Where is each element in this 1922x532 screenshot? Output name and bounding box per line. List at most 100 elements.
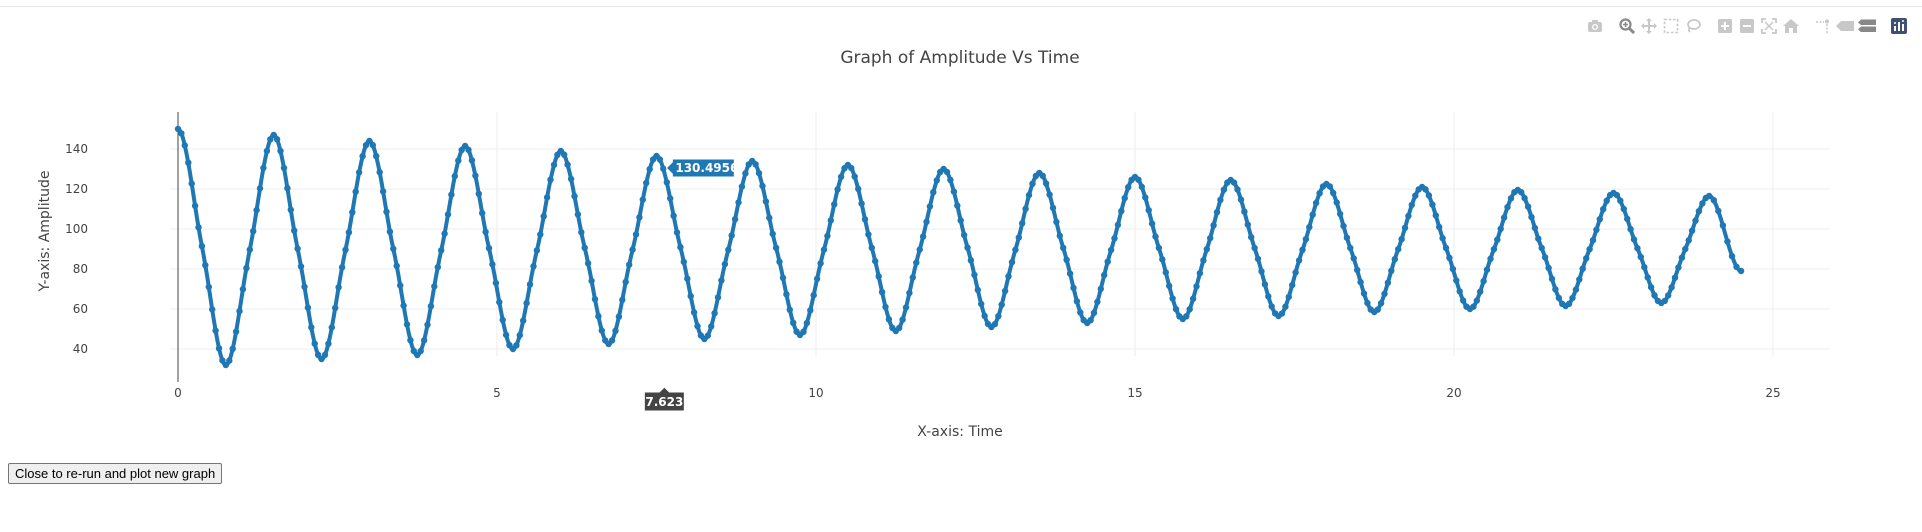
- data-point: [301, 283, 308, 290]
- data-point: [656, 156, 664, 163]
- plotly-logo-icon[interactable]: [1888, 15, 1910, 37]
- data-point: [1710, 197, 1718, 204]
- data-point: [181, 142, 188, 149]
- data-point: [1213, 209, 1221, 216]
- data-point: [1237, 196, 1245, 203]
- data-point: [1724, 238, 1731, 245]
- data-point: [581, 244, 588, 251]
- data-point: [588, 277, 595, 285]
- data-point: [1333, 199, 1340, 206]
- spike-lines-icon[interactable]: [1812, 15, 1834, 37]
- data-point: [995, 313, 1002, 320]
- data-point: [1203, 246, 1211, 253]
- data-point: [690, 309, 698, 316]
- x-tick-labels: 0 5 10 15 20 25: [174, 386, 1780, 400]
- data-point: [1254, 255, 1262, 263]
- lasso-icon[interactable]: [1682, 15, 1704, 37]
- data-point: [899, 316, 906, 323]
- data-point: [1046, 191, 1053, 198]
- data-point: [550, 161, 558, 169]
- data-point: [468, 157, 476, 164]
- data-point: [851, 173, 858, 180]
- data-point: [1145, 206, 1152, 214]
- box-select-icon[interactable]: [1660, 15, 1682, 37]
- data-point: [226, 357, 233, 364]
- hover-compare-icon[interactable]: [1856, 15, 1878, 37]
- autoscale-icon[interactable]: [1758, 15, 1780, 37]
- data-point: [1651, 292, 1658, 299]
- data-point: [591, 296, 599, 303]
- data-point: [1432, 212, 1440, 219]
- data-point: [1220, 186, 1228, 193]
- data-point: [708, 323, 715, 330]
- data-point: [1244, 221, 1252, 228]
- data-point: [1395, 246, 1402, 253]
- data-point: [571, 193, 578, 200]
- zoom-icon[interactable]: [1616, 15, 1638, 37]
- data-point: [1251, 244, 1258, 252]
- data-point: [280, 164, 288, 172]
- data-point: [831, 201, 838, 208]
- pan-icon[interactable]: [1638, 15, 1660, 37]
- data-point: [1148, 220, 1156, 227]
- data-point: [954, 202, 961, 209]
- data-point: [817, 260, 824, 267]
- data-point: [444, 211, 452, 218]
- data-point: [837, 173, 845, 180]
- data-point: [561, 151, 568, 158]
- home-icon[interactable]: [1780, 15, 1802, 37]
- hover-closest-icon[interactable]: [1834, 15, 1856, 37]
- data-point: [222, 361, 229, 369]
- data-point: [1282, 303, 1289, 310]
- data-point: [1326, 183, 1334, 190]
- data-point: [660, 165, 667, 172]
- close-rerun-button[interactable]: Close to re-run and plot new graph: [8, 463, 223, 484]
- data-point: [1494, 236, 1501, 243]
- data-point: [1706, 192, 1713, 200]
- data-point: [1569, 294, 1576, 302]
- data-point: [232, 328, 240, 335]
- data-point: [1627, 226, 1634, 233]
- data-point: [1613, 191, 1621, 199]
- data-point: [738, 183, 746, 190]
- data-point: [417, 347, 424, 355]
- data-point: [1097, 285, 1105, 293]
- data-point: [215, 345, 223, 352]
- data-point: [755, 169, 763, 177]
- data-point: [1678, 254, 1686, 261]
- data-point: [1576, 276, 1583, 283]
- data-point: [1528, 213, 1535, 221]
- data-point: [834, 186, 841, 193]
- hover-y-text: 130.4956: [675, 161, 738, 175]
- hover-y-box: [665, 158, 735, 178]
- data-point: [1090, 309, 1098, 316]
- zoom-out-icon[interactable]: [1736, 15, 1758, 37]
- data-point: [1483, 266, 1491, 273]
- data-point: [663, 179, 670, 186]
- hover-x-box: [643, 386, 685, 412]
- data-point: [174, 125, 182, 133]
- data-point: [191, 202, 199, 209]
- data-point: [1015, 234, 1022, 241]
- data-point: [711, 310, 718, 317]
- data-point: [670, 212, 677, 219]
- y-tick-label: 80: [73, 262, 88, 276]
- data-point: [725, 246, 732, 253]
- data-point: [1477, 288, 1484, 295]
- data-point: [677, 244, 684, 251]
- data-point: [1593, 226, 1600, 233]
- data-point: [964, 244, 971, 251]
- data-point: [335, 284, 342, 291]
- data-point: [646, 165, 653, 173]
- data-point: [537, 231, 544, 238]
- camera-icon[interactable]: [1584, 15, 1606, 37]
- data-point: [1152, 233, 1159, 240]
- data-point: [1159, 256, 1166, 263]
- data-point: [731, 216, 739, 223]
- data-point: [311, 340, 318, 347]
- data-point: [1449, 265, 1457, 273]
- zoom-in-icon[interactable]: [1714, 15, 1736, 37]
- data-point: [1617, 197, 1624, 204]
- data-point: [1200, 257, 1207, 264]
